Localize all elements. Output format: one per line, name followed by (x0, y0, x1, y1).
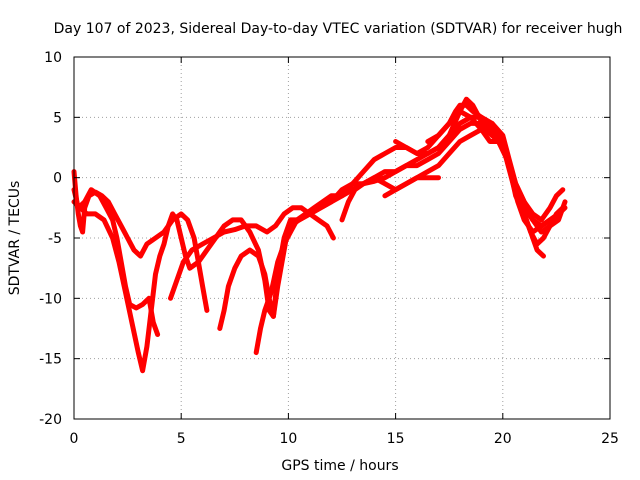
series-line-8 (382, 120, 566, 223)
x-tick-label: 0 (70, 431, 79, 447)
y-axis-ticks: -20 -15 -10 -5 0 5 10 (39, 50, 610, 428)
x-axis-label: GPS time / hours (281, 458, 398, 474)
y-tick-label: 0 (53, 171, 62, 187)
y-tick-label: -15 (39, 352, 62, 368)
x-tick-label: 5 (177, 431, 186, 447)
x-tick-label: 10 (279, 431, 297, 447)
y-tick-label: -5 (48, 231, 62, 247)
y-axis-label: SDTVAR / TECUs (7, 181, 23, 296)
series-line-2 (71, 187, 161, 337)
series-line-1 (71, 169, 210, 313)
x-axis-ticks: 0 5 10 15 20 25 (70, 57, 619, 447)
x-tick-label: 25 (601, 431, 619, 447)
y-tick-label: -20 (39, 412, 62, 428)
series-line-10 (425, 108, 561, 235)
chart-title: Day 107 of 2023, Sidereal Day-to-day VTE… (54, 21, 623, 37)
x-tick-label: 20 (494, 431, 512, 447)
y-tick-label: 5 (53, 110, 62, 126)
data-series (71, 96, 568, 374)
y-tick-label: 10 (44, 50, 62, 66)
x-tick-label: 15 (387, 431, 405, 447)
y-tick-label: -10 (39, 291, 62, 307)
